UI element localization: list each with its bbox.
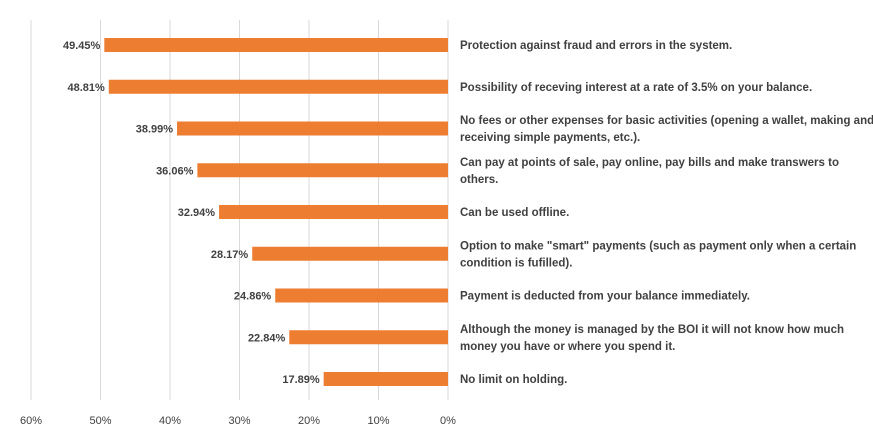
value-label: 49.45% bbox=[63, 40, 101, 52]
value-label: 48.81% bbox=[67, 82, 105, 94]
bar bbox=[289, 330, 448, 345]
value-label: 38.99% bbox=[136, 124, 174, 136]
category-labels: Protection against fraud and errors in t… bbox=[460, 40, 873, 386]
category-label-line: No limit on holding. bbox=[460, 374, 567, 386]
category-label: Payment is deducted from your balance im… bbox=[460, 291, 750, 303]
bar bbox=[275, 288, 448, 303]
bar bbox=[219, 205, 448, 219]
x-axis-ticks: 60% 50% 40% 30% 20% 10% 0% bbox=[20, 415, 456, 427]
value-label: 24.86% bbox=[234, 291, 272, 303]
value-label: 36.06% bbox=[156, 165, 194, 177]
value-label: 17.89% bbox=[282, 374, 320, 386]
bar bbox=[177, 121, 448, 136]
category-label-line: Can pay at points of sale, pay online, p… bbox=[460, 157, 839, 169]
category-label: Can be used offline. bbox=[460, 207, 569, 219]
category-label: Although the money is managed by the BOI… bbox=[460, 324, 844, 353]
x-tick-label: 60% bbox=[20, 415, 42, 427]
x-tick-label: 30% bbox=[228, 415, 250, 427]
value-label: 22.84% bbox=[248, 332, 286, 344]
category-label-line: others. bbox=[460, 174, 498, 186]
category-label: No limit on holding. bbox=[460, 374, 567, 386]
bars bbox=[104, 38, 448, 386]
x-tick-label: 10% bbox=[367, 415, 389, 427]
category-label: No fees or other expenses for basic acti… bbox=[460, 115, 873, 144]
category-label-line: Possibility of receving interest at a ra… bbox=[460, 82, 812, 94]
category-label-line: Although the money is managed by the BOI… bbox=[460, 324, 844, 336]
category-label: Option to make "smart" payments (such as… bbox=[460, 240, 856, 269]
x-tick-label: 50% bbox=[89, 415, 111, 427]
x-tick-label: 20% bbox=[298, 415, 320, 427]
category-label-line: Can be used offline. bbox=[460, 207, 569, 219]
category-label-line: receiving simple payments, etc.). bbox=[460, 132, 640, 144]
bar bbox=[197, 163, 448, 178]
category-label-line: Option to make "smart" payments (such as… bbox=[460, 240, 856, 252]
bar bbox=[108, 79, 448, 94]
bar bbox=[252, 246, 448, 261]
category-label: Possibility of receving interest at a ra… bbox=[460, 82, 812, 94]
x-tick-label: 40% bbox=[159, 415, 181, 427]
value-label: 28.17% bbox=[211, 249, 249, 261]
category-label: Protection against fraud and errors in t… bbox=[460, 40, 732, 52]
value-labels: 49.45% 48.81% 38.99% 36.06% 32.94% 28.17% 24.8… bbox=[63, 40, 320, 386]
category-label-line: condition is fufilled). bbox=[460, 257, 572, 269]
bar bbox=[104, 38, 448, 52]
category-label-line: Payment is deducted from your balance im… bbox=[460, 291, 750, 303]
category-label-line: No fees or other expenses for basic acti… bbox=[460, 115, 873, 127]
x-tick-label: 0% bbox=[440, 415, 456, 427]
category-label-line: Protection against fraud and errors in t… bbox=[460, 40, 732, 52]
bar bbox=[323, 372, 448, 386]
category-label: Can pay at points of sale, pay online, p… bbox=[460, 157, 839, 186]
value-label: 32.94% bbox=[178, 207, 216, 219]
category-label-line: money you have or where you spend it. bbox=[460, 341, 675, 353]
